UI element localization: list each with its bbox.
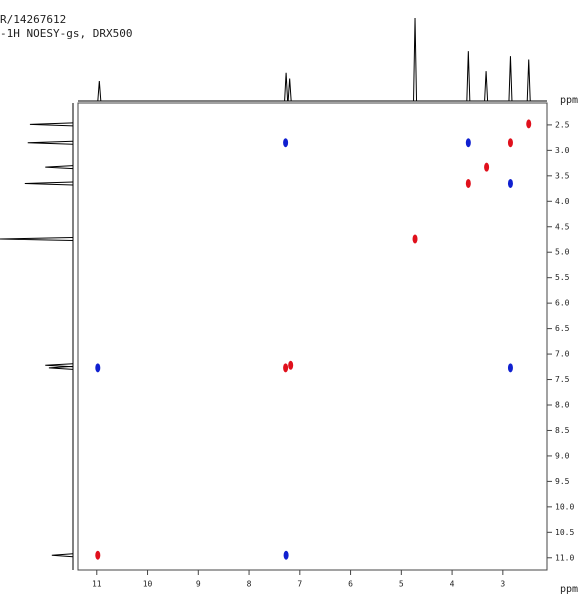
y-tick-label: 9.5 xyxy=(555,477,570,486)
y-tick-label: 3.5 xyxy=(555,171,570,180)
y-tick-label: 7.0 xyxy=(555,350,570,359)
y-tick-label: 4.5 xyxy=(555,222,570,231)
y-axis-label: ppm xyxy=(560,95,578,106)
cross-peak xyxy=(412,234,418,244)
y-tick-label: 4.0 xyxy=(555,197,570,206)
cross-peak xyxy=(526,119,532,129)
x-tick-label: 5 xyxy=(399,580,404,589)
x-axis-label: ppm xyxy=(560,584,578,595)
top-projection-peak xyxy=(284,72,289,102)
cross-peak xyxy=(283,363,289,373)
left-projection-peak xyxy=(29,122,74,127)
y-tick-label: 10.5 xyxy=(555,528,574,537)
left-projection-peak xyxy=(45,363,74,368)
x-tick-label: 3 xyxy=(500,580,505,589)
cross-peak xyxy=(283,550,289,560)
left-projection-peak xyxy=(51,553,74,558)
cross-peak xyxy=(283,138,289,148)
x-tick-label: 9 xyxy=(196,580,201,589)
top-projection-peak xyxy=(526,59,531,102)
y-tick-label: 5.0 xyxy=(555,248,570,257)
left-projection-peak xyxy=(27,140,74,145)
cross-peak xyxy=(95,550,101,560)
y-tick-label: 2.5 xyxy=(555,120,570,129)
top-projection-peak xyxy=(287,78,292,102)
x-tick-label: 10 xyxy=(143,580,153,589)
cross-peak xyxy=(507,138,513,148)
cross-peak xyxy=(484,162,490,172)
y-tick-label: 6.0 xyxy=(555,299,570,308)
left-projection-peak xyxy=(0,236,74,241)
y-tick-label: 6.5 xyxy=(555,324,570,333)
y-tick-label: 11.0 xyxy=(555,553,574,562)
cross-peak xyxy=(507,363,513,373)
x-tick-label: 7 xyxy=(297,580,302,589)
x-tick-label: 8 xyxy=(247,580,252,589)
top-projection-peak xyxy=(413,17,418,102)
cross-peak xyxy=(465,138,471,148)
chart-title: R/14267612 xyxy=(0,13,66,26)
x-tick-label: 6 xyxy=(348,580,353,589)
y-tick-label: 8.0 xyxy=(555,400,570,409)
y-tick-label: 9.0 xyxy=(555,451,570,460)
chart-subtitle: -1H NOESY-gs, DRX500 xyxy=(0,27,132,40)
y-tick-label: 10.0 xyxy=(555,502,574,511)
top-projection-peak xyxy=(508,56,513,102)
plot-frame xyxy=(77,102,548,571)
cross-peak xyxy=(507,178,513,188)
y-tick-label: 8.5 xyxy=(555,426,570,435)
x-tick-label: 4 xyxy=(450,580,455,589)
cross-peak xyxy=(465,178,471,188)
top-projection-peak xyxy=(484,71,489,102)
cross-peak xyxy=(288,360,294,370)
left-projection-peak xyxy=(48,365,74,370)
y-tick-label: 7.5 xyxy=(555,375,570,384)
top-projection-peak xyxy=(97,81,102,102)
top-projection-peak xyxy=(466,51,471,102)
y-tick-label: 3.0 xyxy=(555,146,570,155)
left-projection-peak xyxy=(45,165,74,170)
x-tick-label: 11 xyxy=(92,580,102,589)
cross-peak xyxy=(95,363,101,373)
left-projection-peak xyxy=(24,181,74,186)
y-tick-label: 5.5 xyxy=(555,273,570,282)
